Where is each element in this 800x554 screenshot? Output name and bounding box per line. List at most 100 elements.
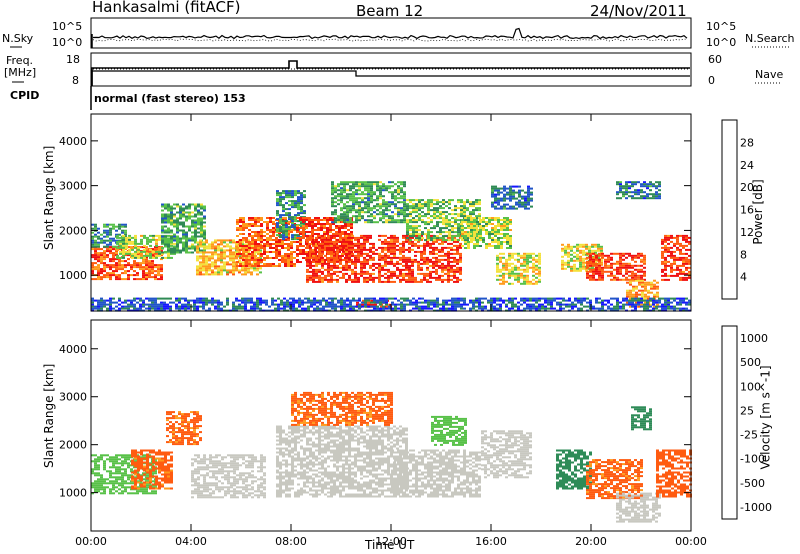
power-cell (457, 199, 460, 202)
power-cell (376, 203, 379, 206)
power-cell (312, 278, 315, 281)
power-cell (122, 254, 125, 257)
power-cell (303, 212, 306, 215)
power-cell (355, 185, 358, 188)
power-cell (296, 255, 299, 257)
power-cell (142, 266, 145, 269)
power-cell (94, 256, 97, 259)
power-cell (355, 181, 358, 184)
freq-panel-frame (90, 52, 692, 87)
power-cell (619, 189, 622, 192)
power-cell (688, 254, 691, 257)
power-cell (214, 239, 217, 242)
power-cell (388, 201, 391, 204)
power-cell (260, 241, 263, 243)
power-cell (441, 250, 444, 253)
power-cell (175, 297, 178, 300)
power-cell (279, 216, 282, 219)
power-cell (334, 189, 337, 192)
power-cell (402, 276, 405, 279)
power-cell (196, 265, 199, 268)
power-cell (185, 239, 188, 242)
power-cell (591, 249, 594, 252)
power-cell (497, 239, 500, 241)
power-cell (423, 260, 426, 263)
power-cell (372, 276, 375, 279)
power-cell (157, 268, 160, 271)
power-cell (405, 266, 408, 269)
power-cell (116, 254, 119, 257)
power-cell (500, 237, 503, 239)
power-cell (179, 213, 182, 216)
power-cell (421, 215, 424, 218)
power-cell (347, 229, 350, 231)
power-cell (134, 234, 137, 237)
power-cell (306, 254, 309, 257)
power-cell (658, 185, 661, 188)
power-cell (236, 223, 239, 225)
power-cell (399, 256, 402, 259)
power-cell (450, 242, 453, 245)
power-cell (297, 208, 300, 211)
power-cell (284, 261, 287, 263)
power-cell (304, 297, 307, 300)
power-cell (459, 268, 462, 271)
power-cell (287, 245, 290, 247)
power-cell (527, 195, 530, 198)
power-cell (494, 195, 497, 198)
power-cell (511, 254, 514, 257)
power-cell (333, 250, 336, 253)
power-cell (115, 274, 118, 277)
power-cell (505, 266, 508, 269)
power-cell (139, 299, 142, 302)
power-cell (329, 219, 332, 221)
power-cell (406, 205, 409, 208)
power-cell (100, 262, 103, 265)
power-cell (679, 244, 682, 247)
power-cell (97, 299, 100, 302)
power-cell (503, 235, 506, 237)
power-cell (459, 242, 462, 245)
power-cell (127, 254, 130, 257)
power-cell (397, 219, 400, 222)
power-cell (676, 234, 679, 237)
power-cell (358, 213, 361, 216)
power-cell (349, 205, 352, 208)
power-cell (450, 260, 453, 263)
power-cell (112, 307, 115, 310)
power-cell (634, 276, 637, 279)
power-cell (196, 299, 199, 302)
power-cell (363, 278, 366, 281)
power-cell (109, 264, 112, 267)
power-cell (305, 227, 308, 229)
power-cell (143, 236, 146, 239)
power-cell (351, 244, 354, 247)
power-cell (646, 195, 649, 198)
power-cell (400, 201, 403, 204)
power-cell (373, 183, 376, 186)
power-cell (241, 301, 244, 304)
power-cell (475, 207, 478, 210)
power-cell (160, 303, 163, 306)
power-cell (382, 195, 385, 198)
power-cell (427, 205, 430, 208)
power-cell (451, 213, 454, 216)
power-cell (679, 272, 682, 275)
power-cell (457, 231, 460, 234)
power-cell (372, 268, 375, 271)
power-cell (482, 241, 485, 243)
power-cell (211, 245, 214, 248)
power-cell (235, 243, 238, 246)
power-cell (494, 187, 497, 190)
power-cell (429, 276, 432, 279)
power-cell (276, 198, 279, 201)
power-cell (403, 205, 406, 208)
power-cell (424, 239, 427, 242)
power-cell (432, 260, 435, 263)
power-cell (688, 274, 691, 277)
power-cell (357, 260, 360, 263)
power-cell (496, 258, 499, 261)
power-cell (364, 211, 367, 214)
power-cell (369, 274, 372, 277)
power-cell (185, 247, 188, 250)
